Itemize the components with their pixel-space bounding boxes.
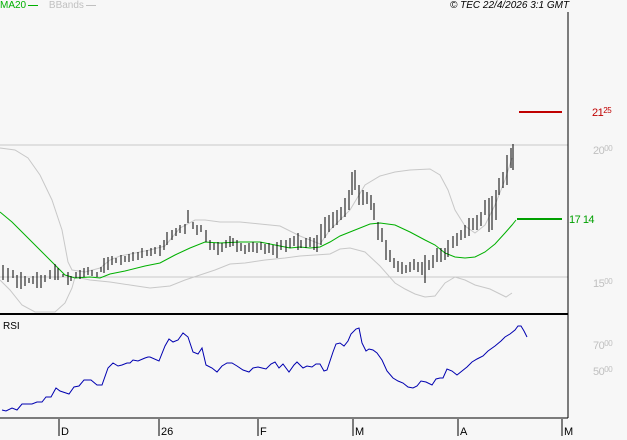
price-bars xyxy=(2,144,514,289)
price-label-1714: 17 14 xyxy=(569,214,595,226)
x-label-apr: A xyxy=(460,426,468,438)
x-label-may: M xyxy=(564,426,574,438)
rsi-label-70: 7000 xyxy=(593,339,613,352)
rsi-line xyxy=(1,325,528,412)
legend-ma20: MA20 xyxy=(0,0,27,11)
x-axis-ticks xyxy=(58,419,563,436)
ma20-swatch-icon xyxy=(28,4,39,6)
bband-lower xyxy=(0,247,513,313)
ma20-line xyxy=(0,211,517,279)
x-label-2026: 26 xyxy=(161,426,174,438)
rsi-panel-label: RSI xyxy=(3,321,20,332)
legend-bbands: BBands xyxy=(48,0,84,11)
x-label-feb: F xyxy=(260,426,267,438)
bbands-swatch-icon xyxy=(85,4,96,6)
rsi-label-50: 5000 xyxy=(593,365,613,378)
bband-upper xyxy=(0,147,513,273)
x-label-mar: M xyxy=(355,426,365,438)
price-label-2000: 2000 xyxy=(593,144,613,157)
copyright-timestamp: © TEC 22/4/2026 3:1 GMT xyxy=(450,0,570,11)
chart-legend: MA20 BBands xyxy=(0,0,96,12)
x-label-dec: D xyxy=(61,426,69,438)
price-label-1500: 1500 xyxy=(593,277,613,290)
price-label-2125: 2125 xyxy=(592,106,612,119)
